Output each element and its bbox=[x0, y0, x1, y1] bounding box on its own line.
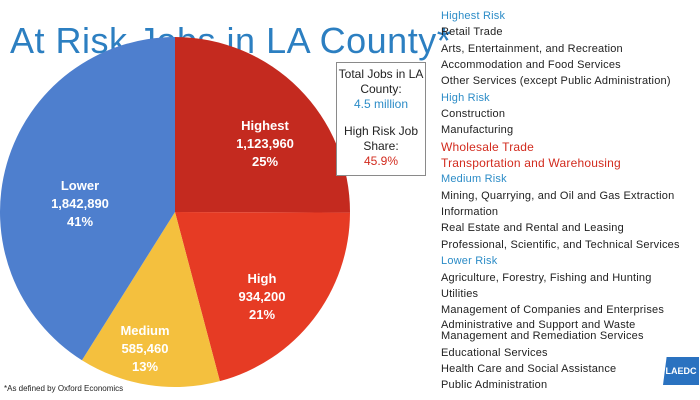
slice-label-pct-high: 21% bbox=[249, 307, 275, 322]
legend-item: Wholesale Trade bbox=[441, 139, 535, 154]
high-risk-share-label: High Risk Job Share: bbox=[343, 124, 419, 153]
slice-label-pct-medium: 13% bbox=[132, 359, 158, 374]
legend-item: Public Administration bbox=[441, 379, 548, 392]
legend-item: Real Estate and Rental and Leasing bbox=[441, 222, 624, 235]
pie-slice-lower bbox=[0, 37, 175, 361]
legend-item: Retail Trade bbox=[441, 26, 503, 39]
total-jobs-value: 4.5 million bbox=[353, 97, 409, 111]
slice-label-label-medium: Medium bbox=[120, 323, 169, 338]
legend-item: Health Care and Social Assistance bbox=[441, 362, 617, 375]
slice-label-value-high: 934,200 bbox=[239, 289, 286, 304]
legend-item: Construction bbox=[441, 108, 506, 121]
slice-label-pct-highest: 25% bbox=[252, 154, 278, 169]
legend-item: Management of Companies and Enterprises bbox=[441, 304, 665, 317]
footnote: *As defined by Oxford Economics bbox=[4, 384, 124, 393]
legend-item: Mining, Quarrying, and Oil and Gas Extra… bbox=[441, 189, 675, 202]
industry-legend: Highest Risk Retail Trade Arts, Entertainm… bbox=[441, 8, 696, 394]
pie-slice-high bbox=[175, 212, 350, 382]
legend-heading: High Risk bbox=[441, 91, 490, 104]
legend-item: Educational Services bbox=[441, 346, 548, 359]
pie-slice-highest bbox=[175, 37, 350, 213]
legend-heading: Lower Risk bbox=[441, 255, 498, 268]
high-risk-share-value: 45.9% bbox=[363, 154, 399, 168]
legend-item: Information bbox=[441, 206, 499, 219]
legend-heading: Medium Risk bbox=[441, 173, 507, 186]
slice-label-pct-lower: 41% bbox=[67, 214, 93, 229]
legend-item: Manufacturing bbox=[441, 124, 514, 137]
legend-item: Accommodation and Food Services bbox=[441, 59, 621, 72]
laedc-logo: LAEDC bbox=[663, 357, 699, 385]
total-jobs-label: Total Jobs in LA County: bbox=[338, 67, 424, 96]
legend-item: Administrative and Support and Waste Man… bbox=[441, 318, 644, 343]
stats-box: Total Jobs in LA County: 4.5 million Hig… bbox=[336, 62, 426, 176]
legend-item: Professional, Scientific, and Technical … bbox=[441, 238, 680, 251]
pie-slice-medium bbox=[81, 212, 220, 387]
slice-label-label-highest: Highest bbox=[241, 118, 289, 133]
slice-label-value-highest: 1,123,960 bbox=[236, 136, 294, 151]
legend-heading: Highest Risk bbox=[441, 10, 506, 22]
legend-item: Utilities bbox=[441, 287, 479, 300]
slice-label-label-lower: Lower bbox=[61, 178, 99, 193]
legend-item: Transportation and Warehousing bbox=[441, 156, 621, 171]
legend-item: Arts, Entertainment, and Recreation bbox=[441, 42, 623, 55]
legend-item: Agriculture, Forestry, Fishing and Hunti… bbox=[441, 271, 652, 284]
slice-label-label-high: High bbox=[248, 271, 277, 286]
legend-item: Other Services (except Public Administra… bbox=[441, 75, 671, 88]
slice-label-value-medium: 585,460 bbox=[122, 341, 169, 356]
slice-label-value-lower: 1,842,890 bbox=[51, 196, 109, 211]
